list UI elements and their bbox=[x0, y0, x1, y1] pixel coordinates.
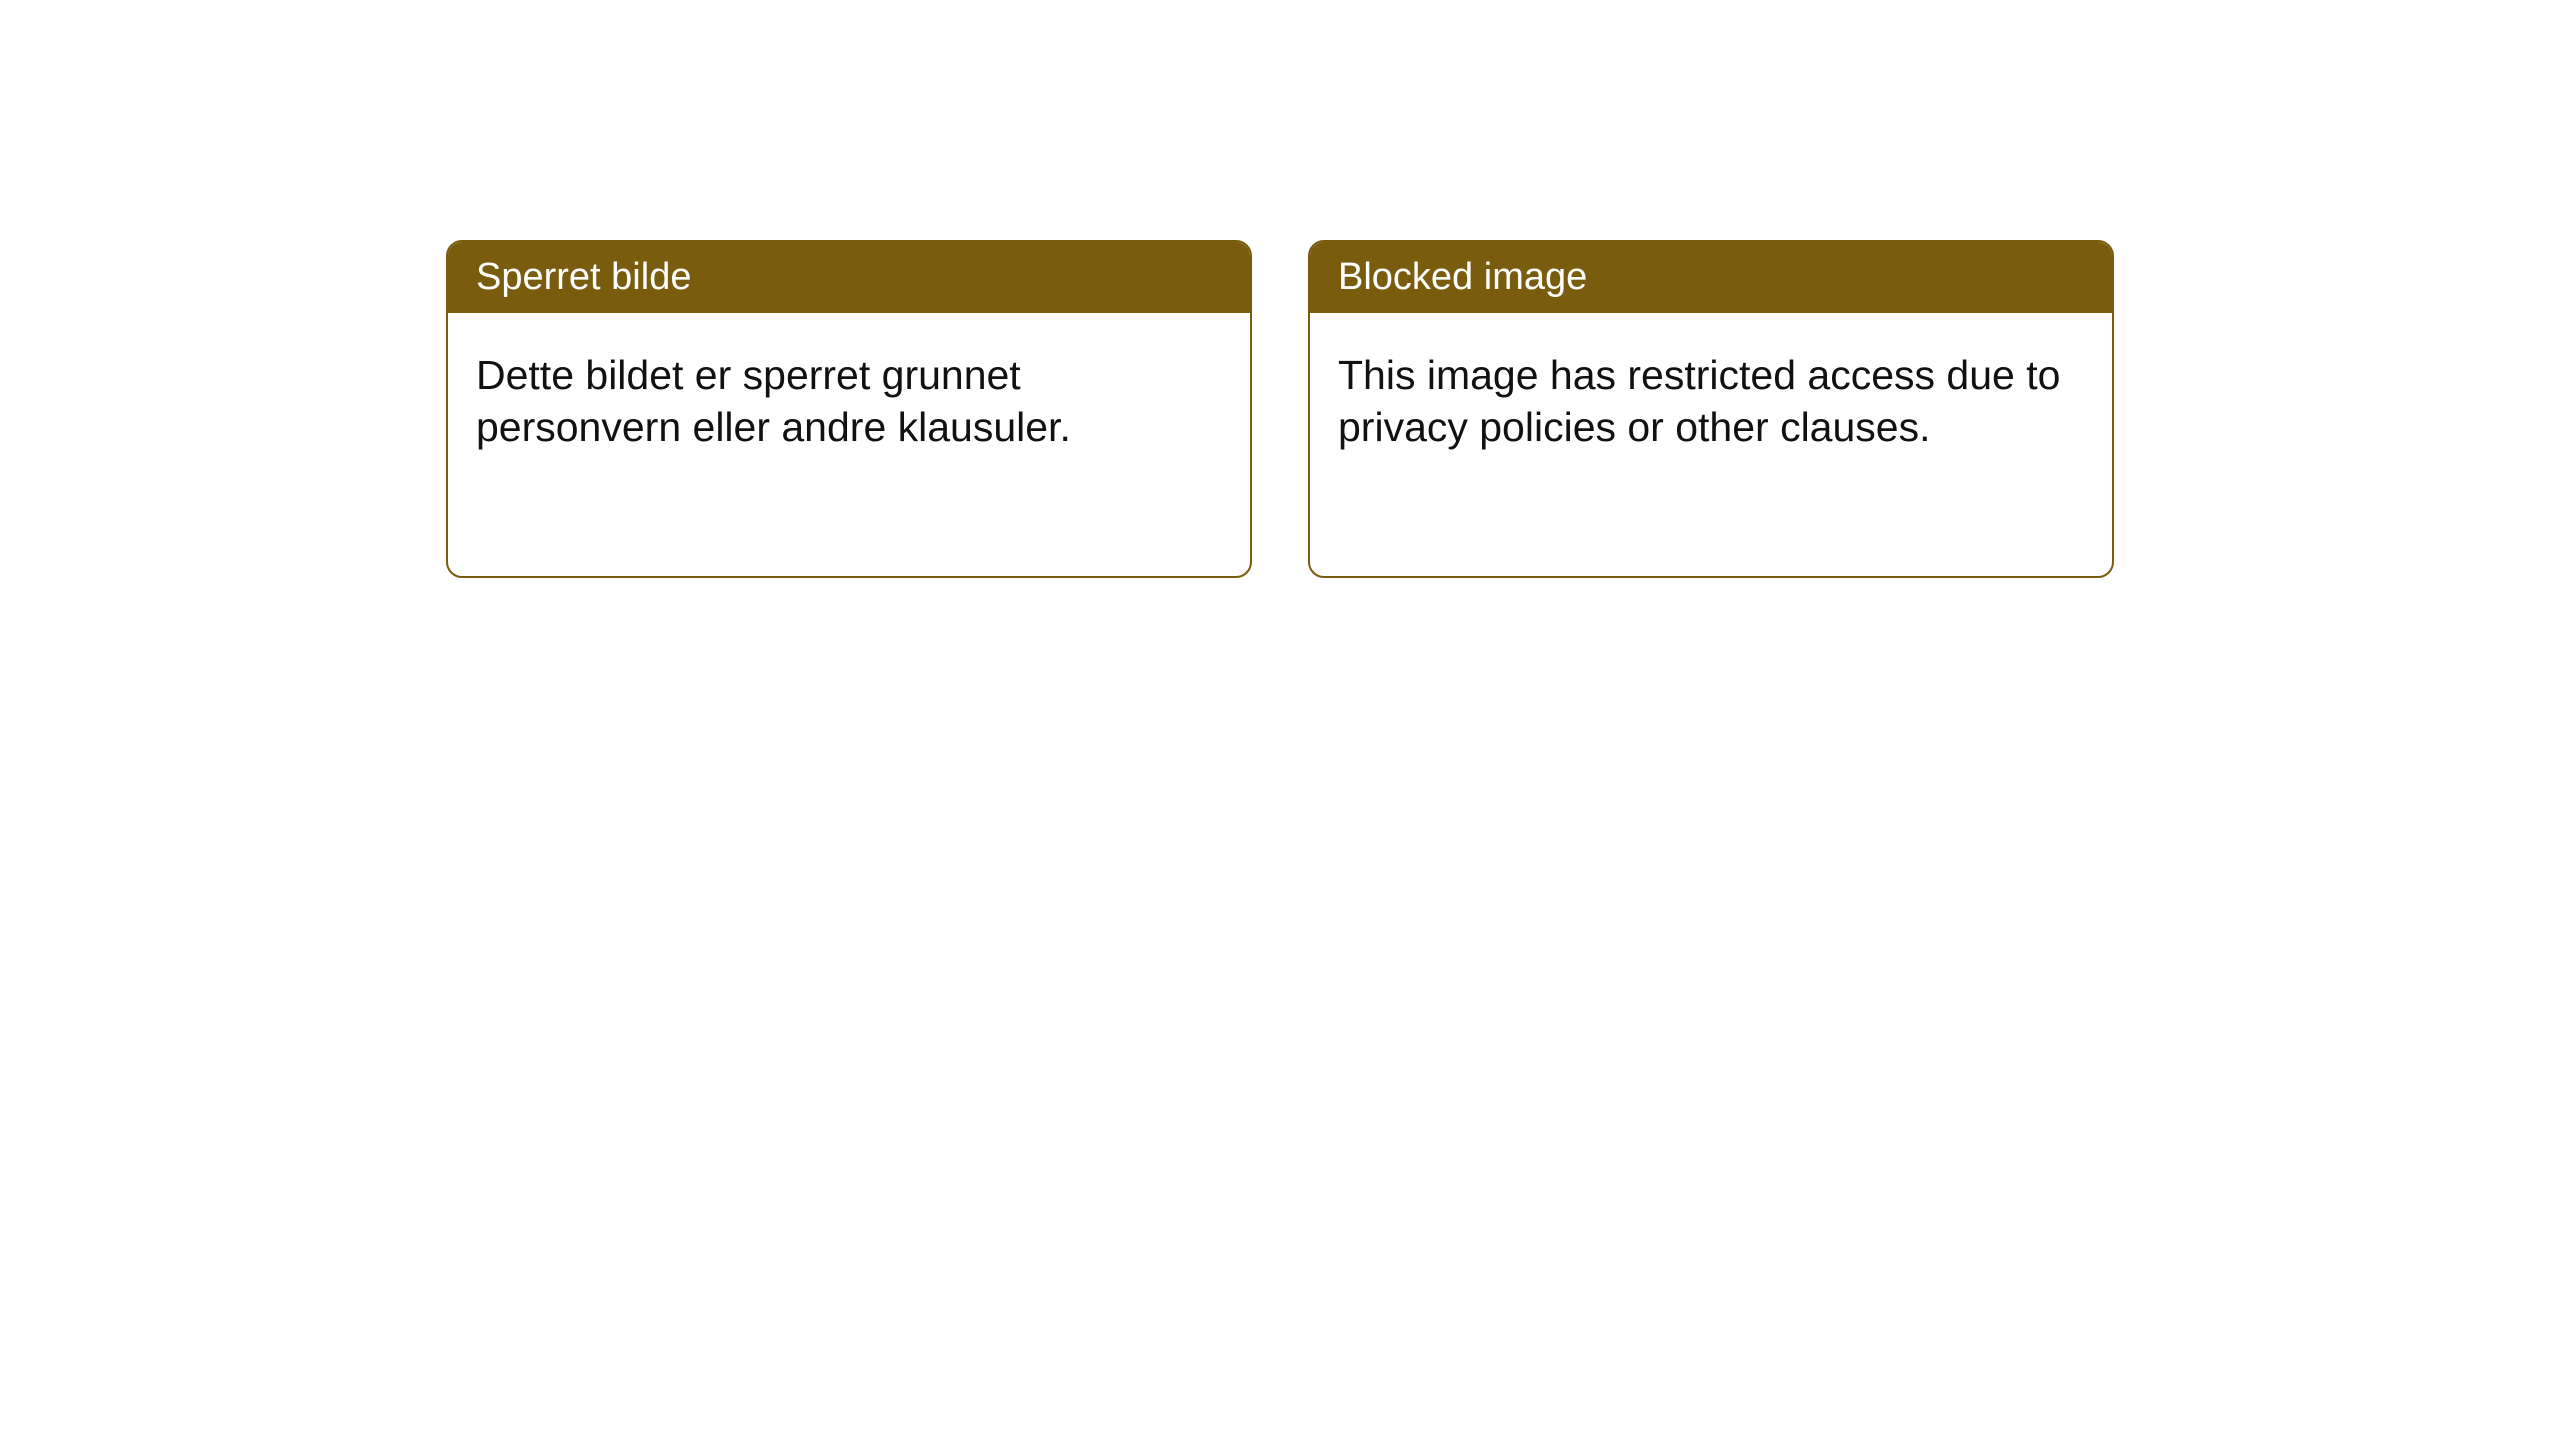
card-header-no: Sperret bilde bbox=[448, 242, 1250, 313]
card-header-en: Blocked image bbox=[1310, 242, 2112, 313]
card-body-en: This image has restricted access due to … bbox=[1310, 313, 2112, 482]
blocked-image-card-en: Blocked image This image has restricted … bbox=[1308, 240, 2114, 578]
blocked-image-card-no: Sperret bilde Dette bildet er sperret gr… bbox=[446, 240, 1252, 578]
card-body-no: Dette bildet er sperret grunnet personve… bbox=[448, 313, 1250, 482]
notice-cards-container: Sperret bilde Dette bildet er sperret gr… bbox=[446, 240, 2114, 578]
